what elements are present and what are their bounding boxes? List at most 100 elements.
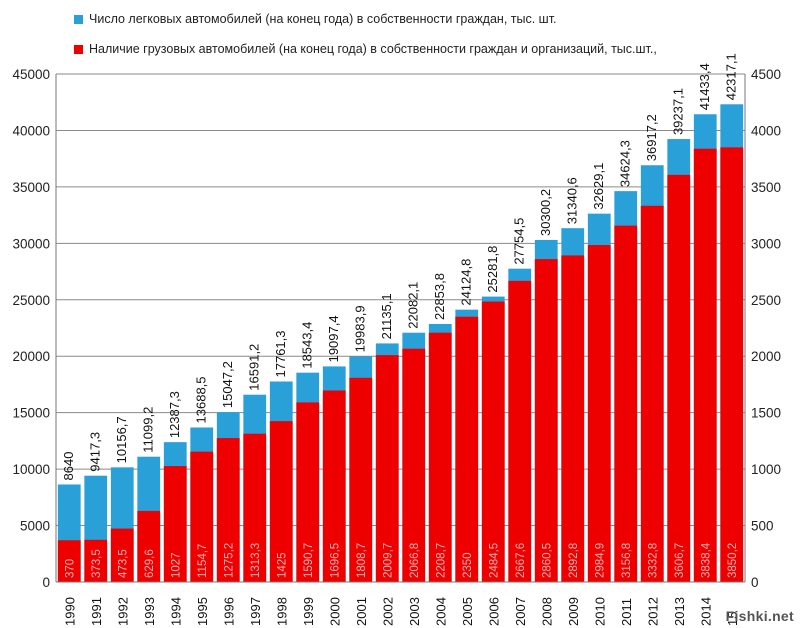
legend-swatch-cars (74, 14, 83, 24)
y-right-tick-label: 0 (751, 575, 759, 590)
bar-trucks (693, 148, 717, 582)
x-tick-label: 2004 (433, 597, 448, 626)
y-right-tick-label: 2500 (751, 293, 781, 308)
bar-trucks (375, 355, 399, 582)
y-left-tick-label: 35000 (12, 180, 50, 195)
data-label-cars: 22853,8 (432, 273, 447, 320)
x-tick-label: 2012 (645, 597, 660, 626)
x-tick-label: 2005 (460, 597, 475, 626)
y-left-tick-label: 5000 (20, 519, 50, 534)
x-tick-label: 2006 (486, 597, 501, 626)
y-left-tick-label: 25000 (12, 293, 50, 308)
data-label-trucks: 2860,5 (541, 543, 553, 578)
x-tick-label: 1992 (115, 597, 130, 626)
y-right-tick-label: 3500 (751, 180, 781, 195)
data-label-cars: 27754,5 (512, 218, 527, 265)
y-left-tick-label: 30000 (12, 236, 50, 251)
bar-trucks (269, 421, 293, 582)
y-left-tick-label: 10000 (12, 462, 50, 477)
data-label-cars: 34624,3 (618, 140, 633, 187)
data-label-cars: 39237,1 (671, 88, 686, 135)
x-tick-label: 2000 (327, 597, 342, 626)
data-label-trucks: 2984,9 (594, 543, 606, 578)
bar-trucks (720, 147, 744, 582)
data-label-trucks: 2892,8 (568, 543, 580, 578)
data-label-trucks: 3850,2 (727, 543, 739, 578)
legend: Число легковых автомобилей (на конец год… (74, 4, 657, 64)
y-left-tick-label: 15000 (12, 406, 50, 421)
watermark: Fishki.net (725, 608, 794, 624)
data-label-trucks: 629,6 (144, 549, 156, 578)
data-label-trucks: 473,5 (117, 549, 129, 578)
y-left-tick-label: 0 (42, 575, 50, 590)
data-label-cars: 42317,1 (724, 53, 739, 100)
y-right-tick-label: 4000 (751, 123, 781, 138)
bar-trucks (163, 466, 187, 582)
bar-trucks (508, 280, 532, 582)
y-left-tick-label: 45000 (12, 67, 50, 82)
data-label-trucks: 3156,8 (621, 543, 633, 578)
data-label-cars: 21135,1 (379, 293, 394, 339)
data-label-cars: 18543,4 (300, 322, 315, 369)
bar-trucks (534, 259, 558, 582)
x-tick-label: 1999 (301, 597, 316, 626)
bar-trucks (110, 528, 134, 582)
legend-item-cars: Число легковых автомобилей (на конец год… (74, 4, 657, 34)
x-tick-label: 1997 (248, 597, 263, 626)
legend-swatch-trucks (74, 44, 83, 54)
x-tick-label: 1990 (62, 597, 77, 626)
bar-trucks (190, 451, 214, 582)
x-tick-label: 1991 (89, 597, 104, 626)
data-label-cars: 19097,4 (326, 315, 341, 362)
data-label-trucks: 3838,4 (700, 542, 712, 578)
bar-trucks (667, 174, 691, 583)
x-tick-label: 2009 (566, 597, 581, 626)
x-tick-label: 1995 (195, 597, 210, 626)
x-tick-label: 2003 (407, 597, 422, 626)
x-tick-label: 15 (725, 612, 740, 626)
bar-trucks (296, 402, 320, 582)
data-label-trucks: 1027 (170, 552, 182, 578)
data-label-trucks: 1808,7 (356, 543, 368, 578)
bar-trucks (243, 433, 267, 582)
data-label-trucks: 1425 (276, 552, 288, 578)
x-tick-label: 2002 (380, 597, 395, 626)
bar-trucks (349, 377, 373, 582)
x-tick-label: 1994 (168, 597, 183, 626)
data-label-cars: 9417,3 (88, 432, 103, 472)
data-label-cars: 15047,2 (220, 361, 235, 408)
x-tick-label: 2011 (619, 598, 634, 626)
bar-trucks (137, 510, 161, 582)
data-label-cars: 12387,3 (167, 391, 182, 438)
data-label-cars: 36917,2 (644, 114, 659, 161)
data-label-trucks: 370 (64, 559, 76, 578)
x-tick-label: 2008 (539, 597, 554, 626)
data-label-cars: 32629,1 (591, 163, 606, 210)
y-right-tick-label: 4500 (751, 67, 781, 82)
x-tick-label: 2010 (592, 597, 607, 626)
data-label-trucks: 1313,3 (250, 543, 262, 578)
y-right-tick-label: 1500 (751, 406, 781, 421)
x-tick-label: 2007 (513, 597, 528, 626)
data-label-trucks: 2667,6 (515, 543, 527, 578)
x-tick-label: 2001 (354, 597, 369, 626)
data-label-trucks: 2066,8 (409, 543, 421, 578)
data-label-cars: 17761,3 (273, 330, 288, 377)
bar-trucks (402, 348, 426, 582)
legend-label-cars: Число легковых автомобилей (на конец год… (89, 12, 557, 26)
bar-trucks (216, 438, 240, 582)
x-tick-label: 1996 (221, 597, 236, 626)
bar-trucks (587, 245, 611, 582)
y-right-tick-label: 3000 (751, 236, 781, 251)
x-tick-label: 2014 (698, 597, 713, 626)
bar-trucks (57, 540, 81, 582)
bar-trucks (640, 205, 664, 582)
data-label-trucks: 373,5 (91, 549, 103, 578)
bar-trucks (455, 316, 479, 582)
data-label-trucks: 1275,2 (223, 543, 235, 578)
data-label-trucks: 2484,5 (488, 543, 500, 578)
x-tick-label: 1998 (274, 597, 289, 626)
data-label-cars: 8640 (61, 452, 76, 481)
data-label-trucks: 3332,8 (647, 543, 659, 578)
